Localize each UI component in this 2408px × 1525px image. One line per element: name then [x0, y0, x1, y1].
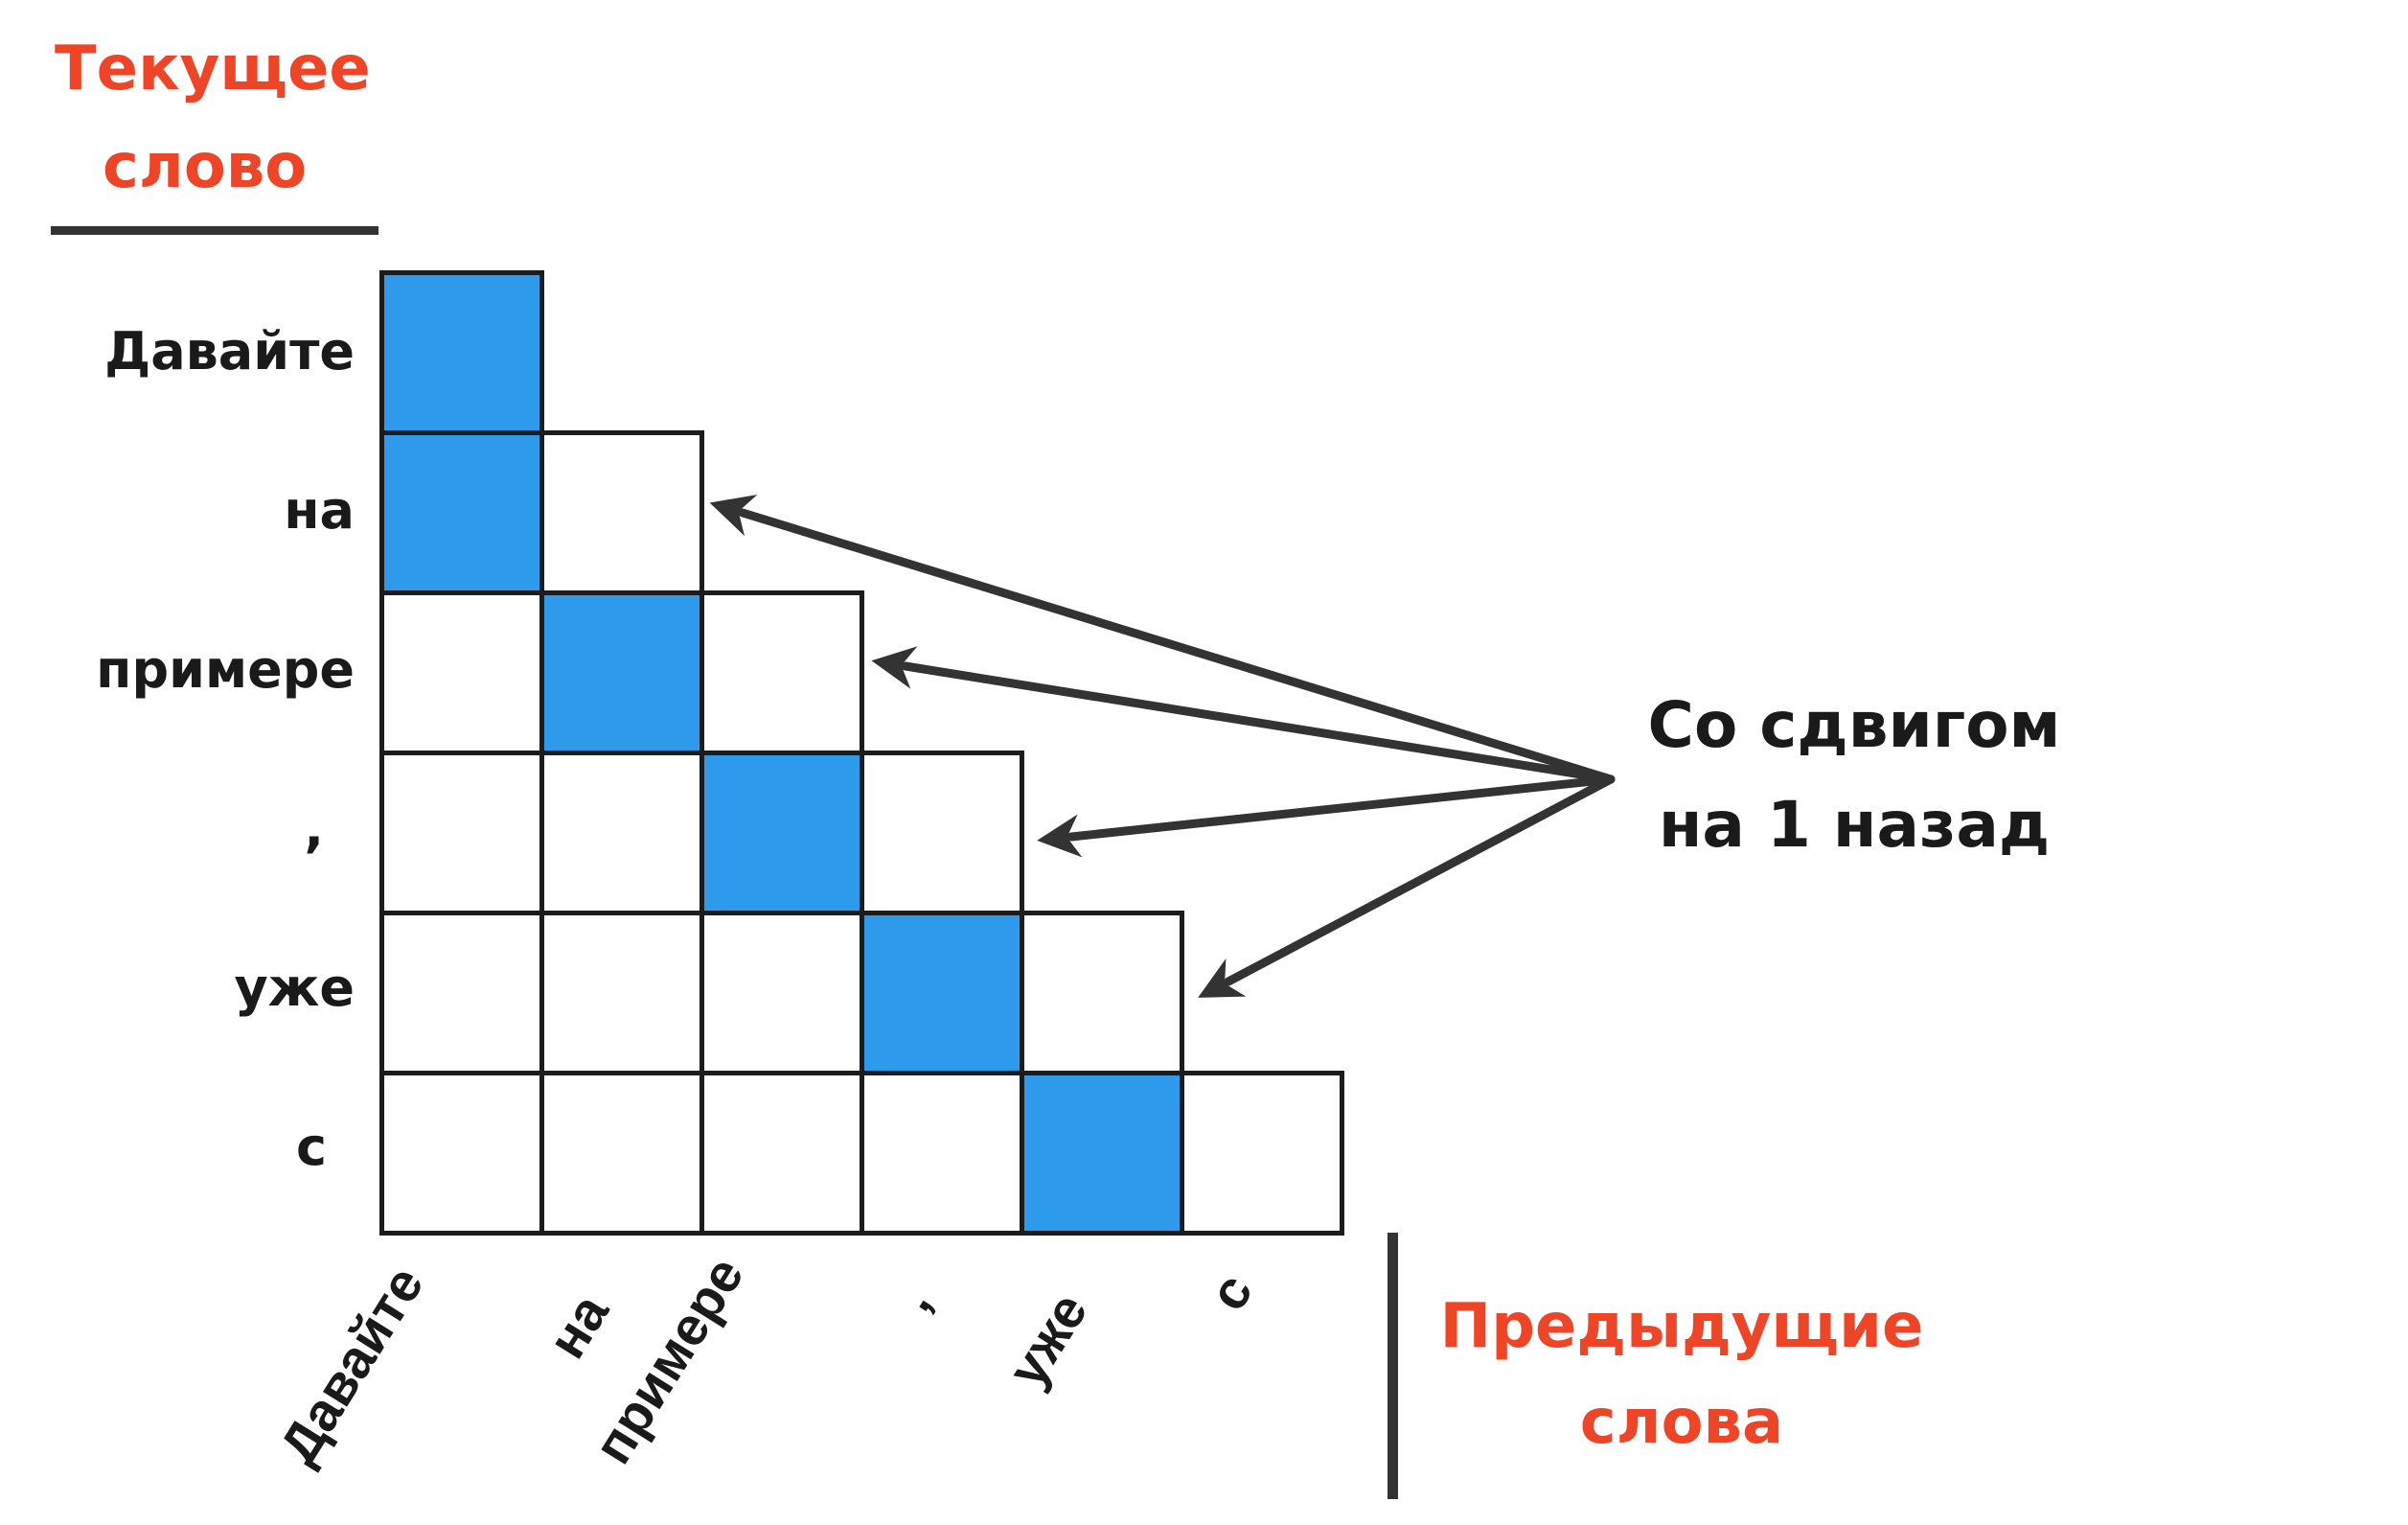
row-label: Давайте — [104, 321, 355, 381]
arrow-icon — [709, 495, 1616, 998]
current-word-title-line2: слово — [103, 131, 308, 202]
current-word-underline — [51, 226, 378, 235]
row-label: , — [304, 798, 324, 859]
row-label: на — [284, 480, 355, 541]
grid-cell-highlighted — [539, 590, 704, 755]
grid-cell — [699, 590, 864, 755]
grid-cell — [860, 751, 1024, 915]
grid-cell — [699, 911, 864, 1075]
shift-annotation-line2: на 1 назад — [1658, 788, 2051, 862]
previous-words-divider — [1387, 1233, 1398, 1499]
grid-cell-highlighted — [379, 430, 544, 595]
grid-cell — [379, 751, 544, 915]
grid-cell — [539, 430, 704, 595]
grid-cell — [1180, 1071, 1344, 1236]
previous-words-title-line1: Предыдущие — [1439, 1291, 1924, 1362]
row-label: примере — [96, 639, 355, 700]
shift-annotation-line1: Со сдвигом — [1647, 688, 2061, 762]
current-word-title-line1: Текущее — [55, 34, 371, 104]
grid-cell-highlighted — [379, 270, 544, 435]
row-label: уже — [234, 958, 355, 1018]
previous-words-title-line2: слова — [1579, 1387, 1784, 1458]
grid-cell — [539, 1071, 704, 1236]
grid-cell — [379, 1071, 544, 1236]
grid-cell — [379, 590, 544, 755]
grid-cell — [539, 751, 704, 915]
row-label: с — [295, 1117, 327, 1177]
